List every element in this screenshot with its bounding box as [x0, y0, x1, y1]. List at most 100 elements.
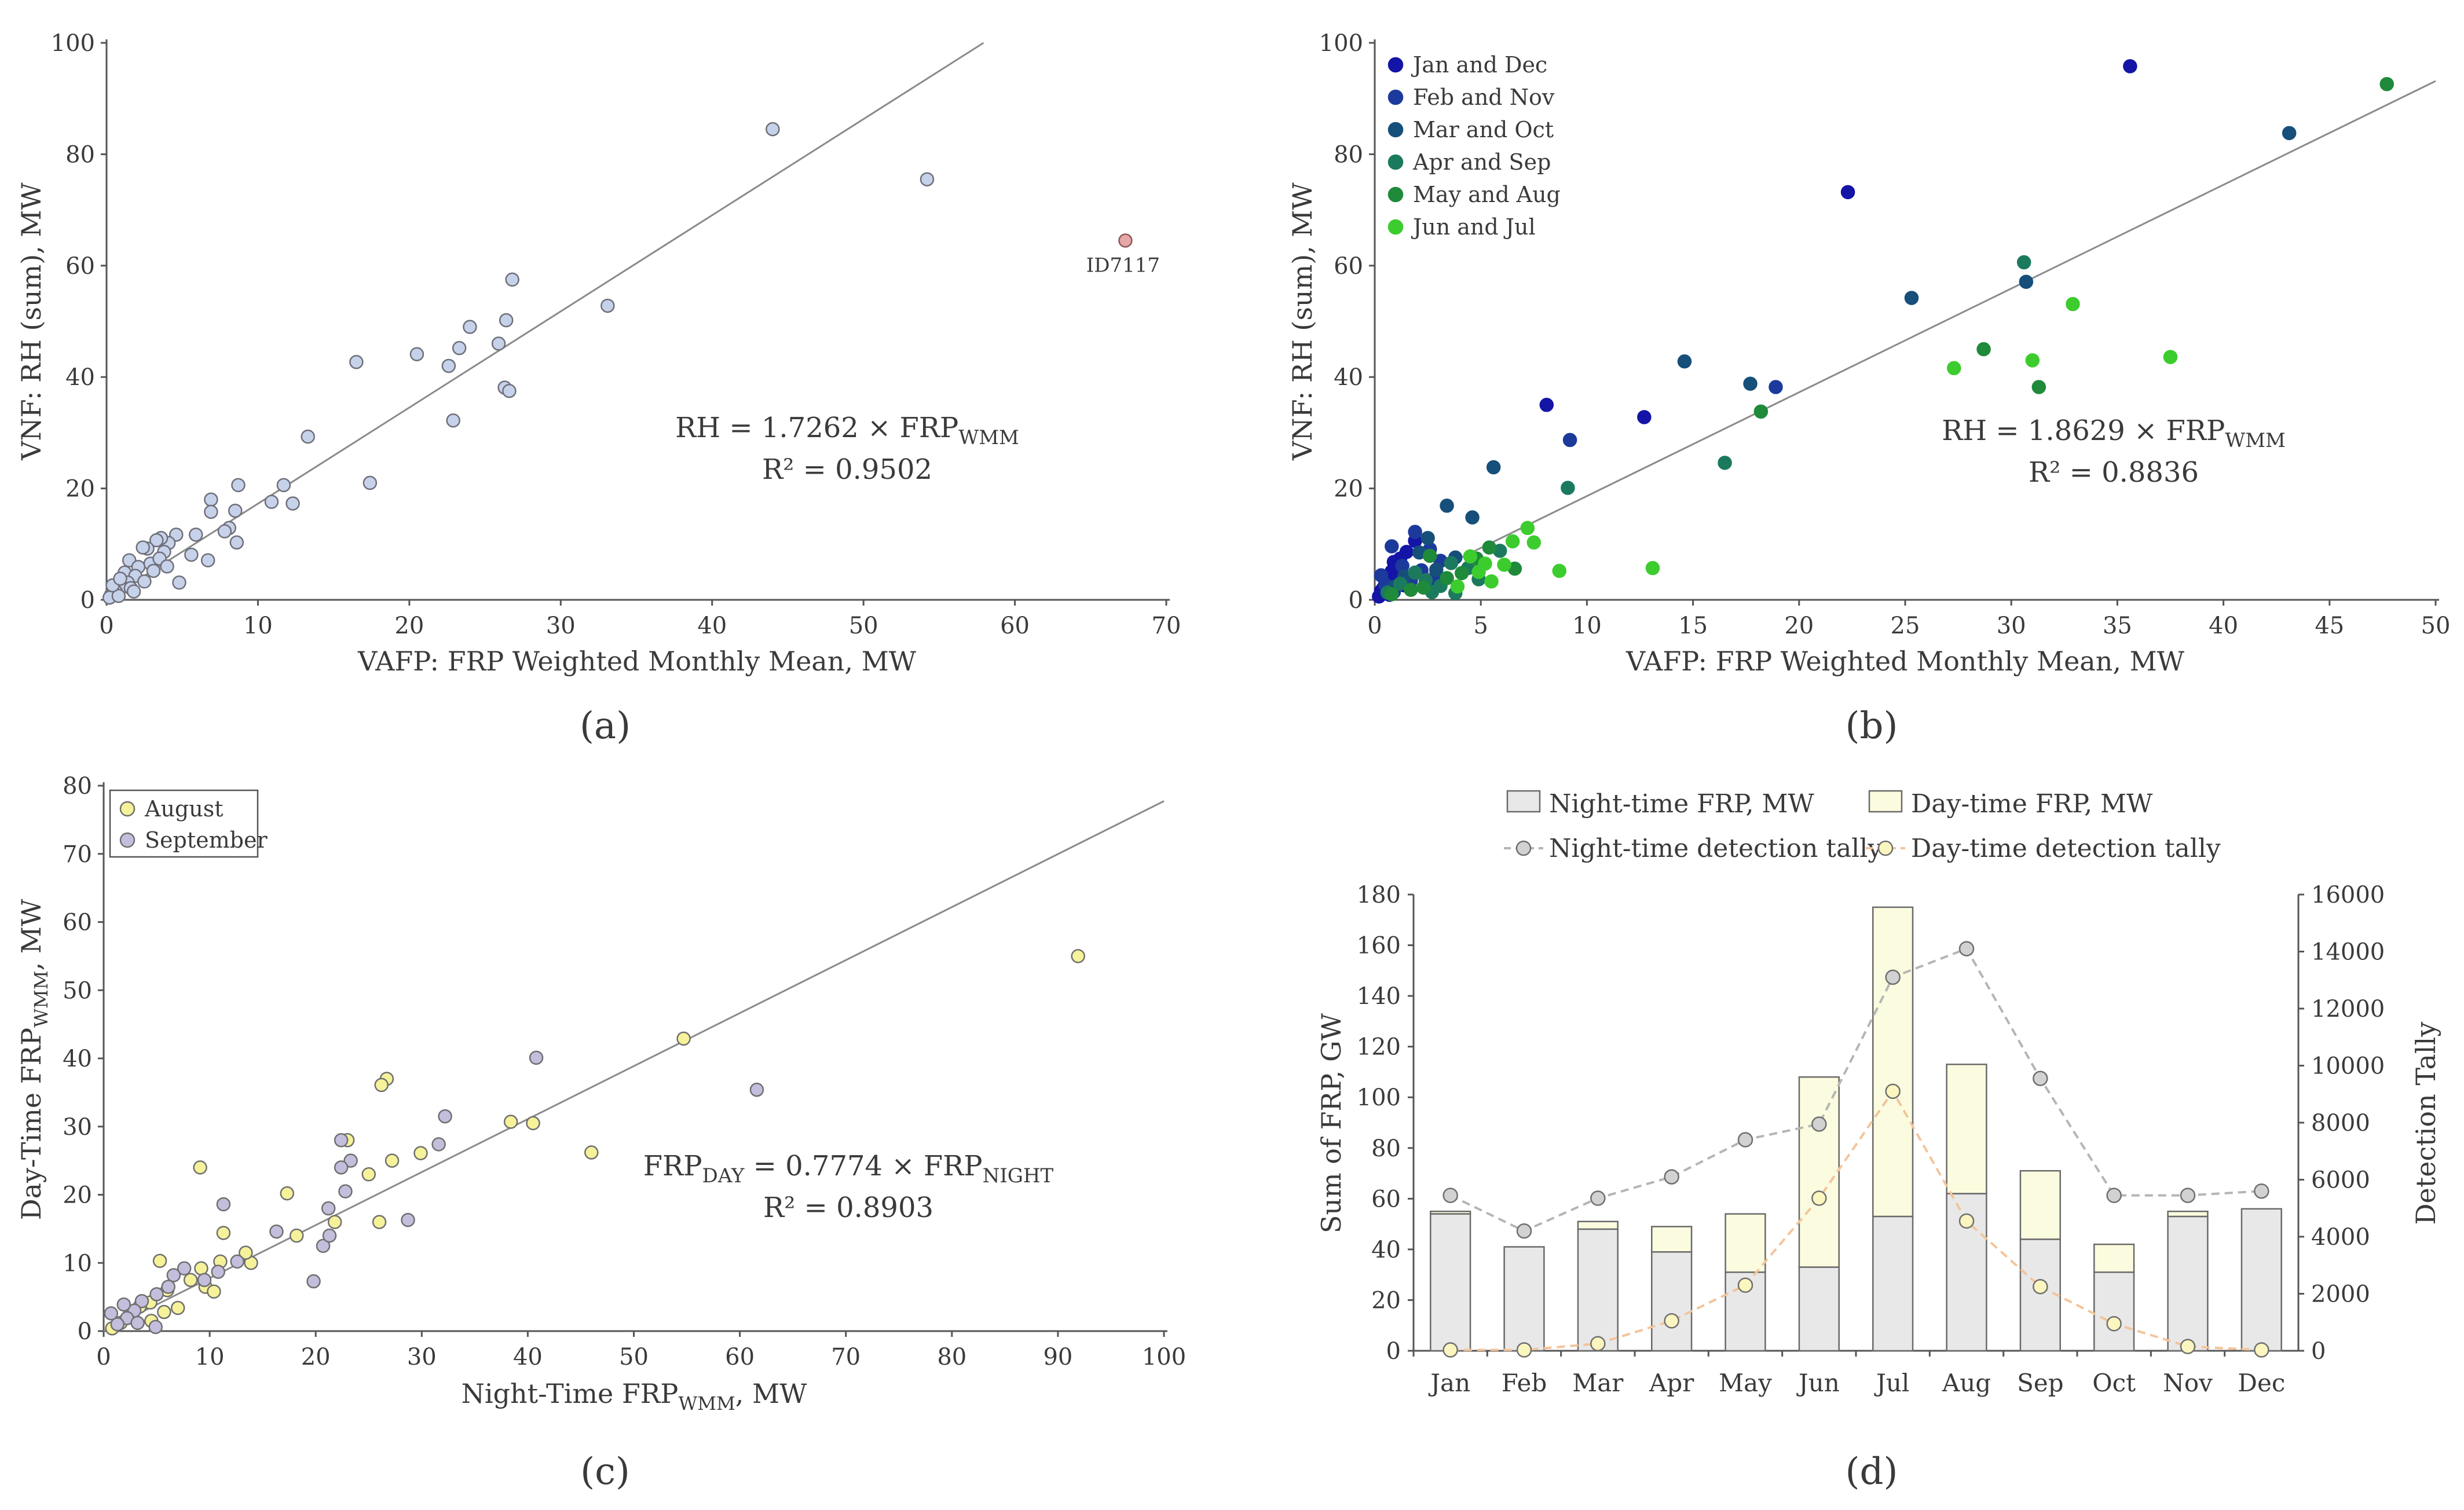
panel-label-d: (d) — [1846, 1450, 1898, 1493]
fit-equation-mid: = 0.7774 × FRP — [744, 1150, 982, 1182]
data-point-september — [197, 1273, 212, 1287]
y-tick-label: 40 — [1334, 364, 1363, 391]
data-point-may-and-aug — [1753, 404, 1769, 419]
data-point — [463, 320, 477, 334]
data-point-may-and-aug — [1423, 548, 1437, 563]
data-point — [502, 384, 517, 398]
data-point — [441, 358, 456, 373]
x-tick-label: 40 — [513, 1344, 543, 1370]
night-tally-marker — [2254, 1183, 2269, 1199]
bar-night-dec — [2240, 1208, 2282, 1352]
data-point — [349, 354, 364, 369]
day-tally-marker — [2254, 1342, 2269, 1358]
legend-label: Night-time FRP, MW — [1549, 789, 1815, 819]
data-point-may-and-aug — [1385, 587, 1399, 602]
data-point-august — [1071, 949, 1085, 963]
legend-label: Feb and Nov — [1413, 85, 1555, 110]
data-point-september — [321, 1201, 336, 1216]
y-axis-label: VNF: RH (sum), MW — [16, 182, 47, 460]
data-point — [204, 504, 218, 519]
y-tick-label: 30 — [63, 1114, 92, 1141]
data-point-may-and-aug — [1976, 342, 1991, 357]
night-tally-marker — [1811, 1116, 1827, 1132]
legend-marker — [1387, 122, 1404, 138]
x-tick-label: Mar — [1572, 1369, 1624, 1397]
data-point-jun-and-jul — [2025, 353, 2040, 368]
data-point-jun-and-jul — [1471, 565, 1486, 580]
data-point-august — [584, 1145, 599, 1160]
bar-day-jul — [1872, 906, 1914, 1218]
x-tick-label: 10 — [195, 1344, 225, 1370]
x-tick-label: 70 — [1152, 613, 1181, 639]
y-tick-label: 60 — [1334, 253, 1363, 280]
legend-label: Day-time detection tally — [1911, 834, 2221, 863]
data-point-jun-and-jul — [1645, 560, 1660, 576]
legend-label: Night-time detection tally — [1549, 834, 1882, 863]
data-point-apr-and-sep — [1444, 556, 1459, 570]
data-point-august — [503, 1115, 518, 1129]
night-tally-marker — [1737, 1132, 1753, 1148]
x-tick-label: 35 — [2103, 613, 2132, 639]
data-point-september — [334, 1133, 349, 1148]
data-point — [204, 492, 218, 507]
r-squared: R² = 0.9502 — [762, 453, 932, 486]
data-point-jun-and-jul — [1520, 521, 1535, 536]
x-tick-label: 0 — [1367, 613, 1382, 639]
data-point — [137, 574, 152, 589]
x-tick-label: Sep — [2017, 1369, 2064, 1397]
y-tick-label: 80 — [1334, 141, 1363, 168]
y-axis-label: Sum of FRP, GW — [1316, 1013, 1347, 1233]
bar-day-aug — [1946, 1064, 1987, 1194]
panel-d-bar-line-chart: 0 20 40 60 80 100 120 140 160 180 0 2000 4000 6000 800… — [1316, 789, 2441, 1397]
x-axis-label-sub: WMM — [678, 1392, 735, 1414]
data-point-apr-and-sep — [1408, 565, 1422, 580]
bar-night-apr — [1651, 1251, 1693, 1352]
legend-marker — [1387, 57, 1404, 73]
data-point-september — [316, 1238, 331, 1254]
bar-night-sep — [2019, 1238, 2061, 1352]
data-point-september — [216, 1197, 231, 1212]
data-point — [505, 272, 519, 287]
night-tally-marker — [2106, 1188, 2122, 1203]
x-tick-label: 0 — [96, 1344, 111, 1370]
data-point — [276, 478, 291, 493]
data-point-apr-and-sep — [1393, 576, 1408, 591]
line-night-detection-tally — [1449, 947, 2262, 1233]
data-point-jun-and-jul — [1552, 563, 1567, 578]
bar-night-jun — [1798, 1266, 1840, 1352]
legend-marker — [1387, 186, 1404, 203]
data-point — [188, 527, 203, 542]
data-point-september — [110, 1317, 125, 1332]
data-point — [172, 575, 186, 590]
x-axis-label-tail: , MW — [735, 1378, 807, 1409]
data-point-jan-and-dec — [2123, 59, 2137, 74]
data-point-may-and-aug — [1440, 571, 1454, 585]
x-tick-label: Jul — [1874, 1369, 1909, 1397]
data-point-feb-and-nov — [1562, 433, 1577, 448]
r-squared: R² = 0.8903 — [763, 1192, 933, 1224]
data-point-september — [149, 1287, 164, 1302]
x-tick-label: 60 — [725, 1344, 755, 1370]
day-tally-marker — [1516, 1342, 1532, 1358]
night-tally-marker — [1590, 1190, 1606, 1206]
night-tally-marker — [2033, 1071, 2048, 1086]
data-point-august — [526, 1116, 540, 1131]
day-tally-marker — [1811, 1190, 1827, 1206]
bar-day-sep — [2019, 1170, 2061, 1240]
bar-night-jul — [1872, 1215, 1914, 1352]
y-tick-label: 0 — [1386, 1338, 1401, 1365]
data-point — [184, 547, 199, 562]
data-point-august — [152, 1254, 167, 1268]
panel-label-a: (a) — [580, 705, 631, 747]
x-tick-label: 20 — [1784, 613, 1814, 639]
x-tick-label: 30 — [546, 613, 576, 639]
data-point-september — [269, 1224, 284, 1239]
fit-equation-lhs: FRP — [643, 1150, 702, 1182]
data-point-jun-and-jul — [1463, 549, 1478, 564]
x-tick-label: 50 — [849, 613, 878, 639]
y-tick-label: 0 — [1349, 587, 1363, 614]
outlier-point — [1118, 233, 1133, 248]
fit-line — [106, 42, 984, 601]
night-tally-marker — [1664, 1169, 1679, 1185]
data-point-august — [193, 1160, 207, 1175]
